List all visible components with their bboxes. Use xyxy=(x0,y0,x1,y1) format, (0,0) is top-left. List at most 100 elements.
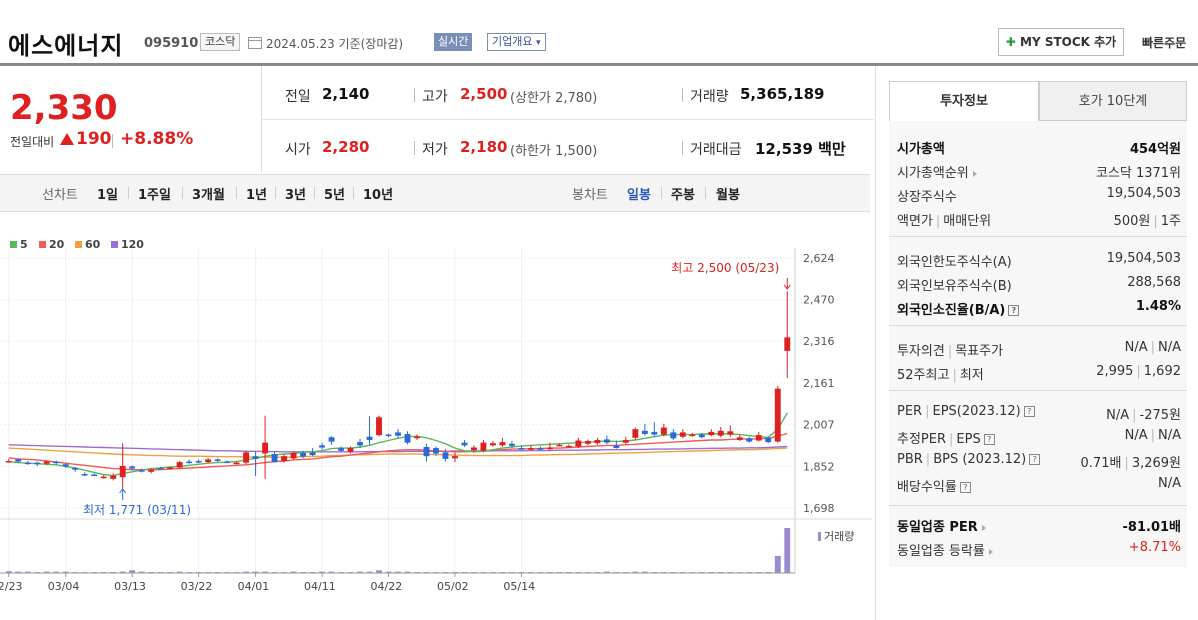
help-icon[interactable]: ? xyxy=(1029,454,1041,465)
candle-chart-label: 봉차트 xyxy=(572,188,608,203)
pbr-row: PBR | BPS (2023.12)? 0.71배 | 3,269원 xyxy=(897,452,1181,471)
mystock-add-button[interactable]: ✚ MY STOCK 추가 xyxy=(998,28,1124,56)
help-icon[interactable]: ? xyxy=(983,434,995,445)
candle-body xyxy=(262,442,269,454)
tab-investment-info[interactable]: 투자정보 xyxy=(889,81,1039,121)
candle-body xyxy=(205,459,212,463)
candle-body xyxy=(508,443,515,446)
candle-body xyxy=(480,442,487,451)
chart-annotations: 최고 2,500 (05/23) 최저 1,771 (03/11) xyxy=(83,261,791,517)
candle-body xyxy=(376,417,382,436)
period-10y[interactable]: 10년 xyxy=(363,188,394,203)
candle-body xyxy=(252,456,259,459)
candle-weekly[interactable]: 주봉 xyxy=(671,188,695,203)
opinion-row: 투자의견 | 목표주가 N/A | N/A xyxy=(897,340,1181,359)
period-1d[interactable]: 1일 xyxy=(97,188,119,203)
change-amount: 190 xyxy=(76,129,112,149)
period-1y[interactable]: 1년 xyxy=(246,188,268,203)
candle-body xyxy=(556,444,563,447)
low-label: 저가 xyxy=(422,142,448,158)
upper-limit: (상한가 2,780) xyxy=(510,91,598,106)
candle-body xyxy=(698,434,705,438)
stock-code: 095910 xyxy=(144,36,199,51)
period-3m[interactable]: 3개월 xyxy=(192,188,225,203)
calendar-icon xyxy=(248,37,262,49)
volume-bar xyxy=(632,571,639,573)
candle-body xyxy=(5,461,12,463)
candle-body xyxy=(100,476,107,479)
candle-body xyxy=(765,437,772,443)
company-info-dropdown[interactable]: 기업개요 ▾ xyxy=(487,33,546,51)
candle-body xyxy=(442,452,449,459)
candle-body xyxy=(43,461,50,464)
period-5y[interactable]: 5년 xyxy=(324,188,346,203)
prev-label: 전일 xyxy=(285,89,311,105)
stock-name: 에스에너지 xyxy=(8,32,124,60)
candles xyxy=(5,291,791,489)
candle-body xyxy=(641,430,648,435)
candle-body xyxy=(499,442,506,446)
open-label: 시가 xyxy=(285,142,311,158)
volume-bar xyxy=(62,571,69,573)
price-summary xyxy=(0,66,262,172)
candle-daily[interactable]: 일봉 xyxy=(627,188,651,203)
header-bar xyxy=(0,0,1198,66)
candle-body xyxy=(338,448,344,451)
volume-bar xyxy=(5,571,12,573)
change-percent: +8.88% xyxy=(120,129,194,149)
candle-body xyxy=(309,452,316,456)
help-icon[interactable]: ? xyxy=(1023,406,1035,417)
candle-body xyxy=(689,434,696,437)
candle-body xyxy=(774,388,781,442)
candle-body xyxy=(138,470,145,472)
industry-rate-row[interactable]: 동일업종 등락률 +8.71% xyxy=(897,540,1181,559)
x-tick-label: 04/11 xyxy=(304,580,336,593)
chart-grid xyxy=(0,248,795,573)
industry-per-row[interactable]: 동일업종 PER -81.01배 xyxy=(897,520,1181,535)
quick-order-button[interactable]: 빠른주문 xyxy=(1142,36,1187,50)
caret-right-icon xyxy=(988,548,993,555)
candle-body xyxy=(613,445,620,449)
market-cap-rank-row[interactable]: 시가총액순위 코스닥 1371위 xyxy=(897,166,1181,181)
volume-bar xyxy=(243,571,250,573)
stock-chart[interactable]: 5 20 60 120 최고 2,500 (05/23) 최저 1,771 (03/11… xyxy=(0,228,872,598)
candle-body xyxy=(148,469,155,472)
volume-bar xyxy=(129,570,136,573)
high-arrow-head xyxy=(783,284,791,290)
x-tick-label: 03/04 xyxy=(48,580,80,593)
period-1w[interactable]: 1주일 xyxy=(138,188,171,203)
legend-swatch xyxy=(111,241,118,248)
help-icon[interactable]: ? xyxy=(959,482,971,493)
candle-body xyxy=(347,448,354,452)
candle-body xyxy=(717,430,724,436)
quote-grid-divider xyxy=(262,119,874,120)
candle-body xyxy=(433,448,439,454)
listed-shares-row: 상장주식수 19,504,503 xyxy=(897,186,1181,205)
candle-body xyxy=(319,445,325,448)
candle-body xyxy=(24,462,31,465)
ma20-line xyxy=(8,432,788,471)
y-tick-label: 2,316 xyxy=(803,335,835,348)
lower-limit: (하한가 1,500) xyxy=(510,144,598,159)
period-3y[interactable]: 3년 xyxy=(285,188,307,203)
tab-orderbook-10[interactable]: 호가 10단계 xyxy=(1039,81,1187,121)
candle-body xyxy=(660,427,667,435)
legend-swatch xyxy=(10,241,17,248)
foreign-holding-row: 외국인보유주식수(B) 288,568 xyxy=(897,275,1181,294)
help-icon[interactable]: ? xyxy=(1008,305,1020,316)
volume-bar xyxy=(328,571,335,573)
volume-legend-swatch xyxy=(818,532,821,541)
candle-body xyxy=(366,436,373,440)
candle-body xyxy=(603,439,610,443)
realtime-button[interactable]: 실시간 xyxy=(434,33,473,51)
candle-body xyxy=(423,446,430,457)
high-label: 고가 xyxy=(422,89,448,105)
candle-body xyxy=(62,464,69,467)
candle-body xyxy=(546,447,553,450)
y-tick-label: 2,007 xyxy=(803,419,835,432)
candle-body xyxy=(385,434,392,437)
candle-body xyxy=(489,443,496,446)
candle-body xyxy=(328,437,335,442)
volume-bar xyxy=(385,571,392,573)
candle-monthly[interactable]: 월봉 xyxy=(716,188,740,203)
